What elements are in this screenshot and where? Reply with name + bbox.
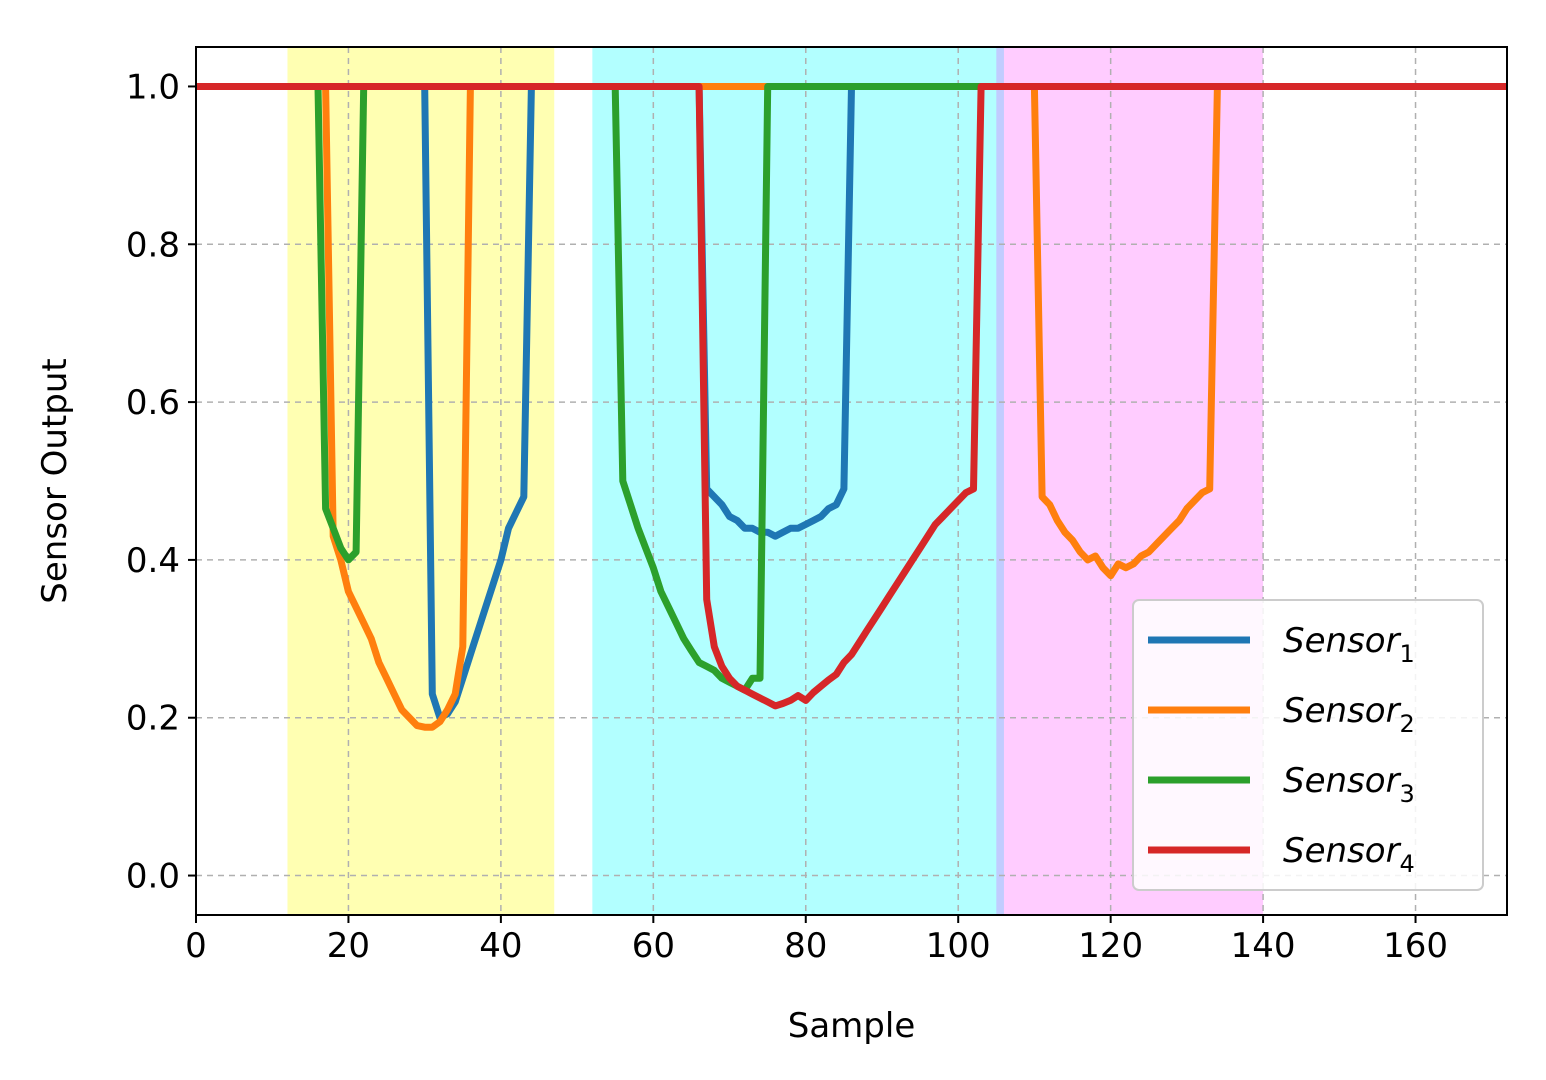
x-tick-label: 20: [327, 926, 370, 966]
legend-label-sensor-2: Sensor2: [1283, 691, 1415, 738]
legend-label-subscript: 1: [1400, 640, 1415, 668]
x-tick-label: 120: [1078, 926, 1143, 966]
legend-label-sensor-1: Sensor1: [1283, 621, 1415, 668]
legend-label-subscript: 3: [1400, 780, 1415, 808]
legend-label-sensor-3: Sensor3: [1283, 761, 1415, 808]
legend: Sensor1 Sensor2 Sensor3 Sensor4: [1132, 599, 1484, 891]
series-lines: [196, 83, 1507, 731]
y-tick-label: 0.0: [126, 857, 180, 897]
axis-ticks: 0 20 40 60 80 100 120 140 160 0.0 0.2 0.4 0.6 0.8 1.0: [126, 67, 1448, 966]
axes-frame: [195, 46, 1508, 916]
series-line-sensor-4: [196, 83, 1507, 710]
x-tick-label: 160: [1383, 926, 1448, 966]
y-axis-label: Sensor Output: [35, 358, 75, 603]
x-tick-label: 140: [1231, 926, 1296, 966]
x-tick-label: 0: [185, 926, 207, 966]
x-tick-label: 80: [784, 926, 827, 966]
legend-label-sensor-4: Sensor4: [1283, 831, 1415, 878]
legend-box: [1132, 599, 1484, 891]
series-line-sensor-1: [196, 83, 1507, 722]
y-tick-label: 0.6: [126, 383, 180, 423]
y-tick-label: 1.0: [126, 67, 180, 107]
legend-label-subscript: 2: [1400, 710, 1415, 738]
x-tick-label: 100: [926, 926, 991, 966]
y-tick-label: 0.2: [126, 699, 180, 739]
x-tick-label: 60: [632, 926, 675, 966]
y-tick-label: 0.8: [126, 225, 180, 265]
legend-label-subscript: 4: [1400, 850, 1415, 878]
x-axis-label: Sample: [788, 1006, 915, 1046]
series-line-sensor-2: [196, 83, 1507, 731]
shaded-regions: [287, 47, 1264, 915]
x-tick-label: 40: [479, 926, 522, 966]
y-tick-label: 0.4: [126, 541, 180, 581]
shaded-region-2: [592, 47, 1004, 915]
